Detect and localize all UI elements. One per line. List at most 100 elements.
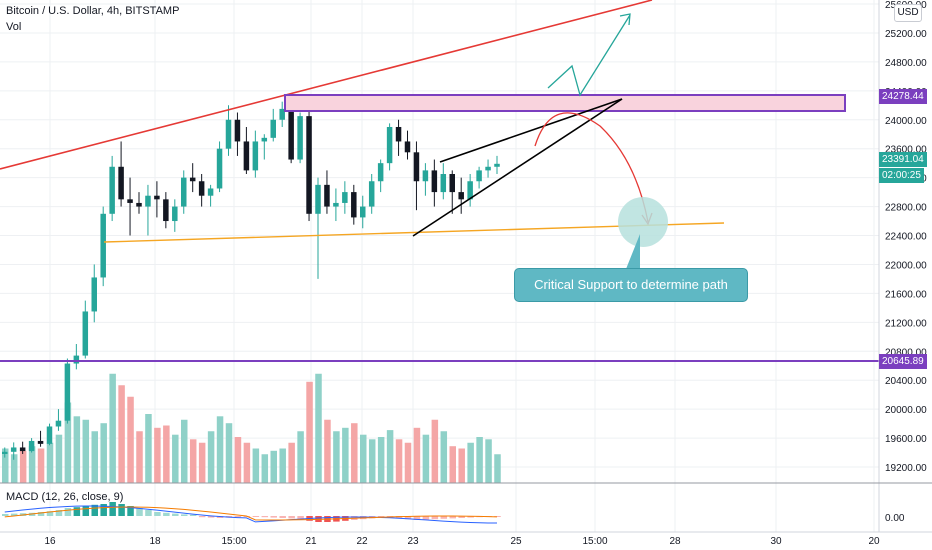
macd-bar — [449, 516, 456, 519]
candle-body[interactable] — [145, 195, 151, 207]
macd-bar — [207, 516, 215, 518]
candle-body[interactable] — [351, 192, 357, 218]
candle-body[interactable] — [118, 166, 124, 200]
volume-bar — [127, 396, 134, 483]
candle-body[interactable] — [386, 126, 393, 164]
rising-trendline[interactable] — [0, 0, 653, 170]
candle-body[interactable] — [431, 170, 438, 193]
candle-body[interactable] — [270, 119, 277, 138]
volume-bar — [163, 425, 170, 483]
candle-body[interactable] — [377, 163, 384, 182]
time-tick-label: 30 — [770, 536, 782, 547]
candle-body[interactable] — [252, 141, 259, 171]
candle-body[interactable] — [73, 355, 80, 364]
candle-body[interactable] — [458, 192, 464, 200]
macd-bar — [91, 504, 98, 516]
price-tick-label: 22400.00 — [885, 232, 927, 243]
candle-body[interactable] — [440, 174, 447, 193]
candle-body[interactable] — [189, 177, 196, 182]
macd-bar — [234, 516, 242, 518]
macd-bar — [422, 516, 430, 520]
volume-bar — [413, 427, 421, 483]
candle-body[interactable] — [422, 170, 429, 182]
volume-bar — [145, 414, 152, 483]
volume-bar — [368, 439, 376, 483]
volume-bar — [91, 431, 98, 483]
candle-body[interactable] — [297, 116, 303, 160]
macd-signal-line — [4, 506, 498, 521]
candle-body[interactable] — [485, 166, 491, 171]
wedge-lower-line[interactable] — [412, 98, 623, 237]
volume-bars — [2, 373, 501, 483]
macd-bar — [163, 512, 170, 516]
macd-bar — [82, 506, 90, 516]
candle-body[interactable] — [109, 166, 115, 214]
candle-body[interactable] — [55, 420, 62, 427]
candle-body[interactable] — [279, 108, 285, 120]
candle-body[interactable] — [46, 426, 53, 444]
candle-body[interactable] — [10, 447, 17, 452]
candle-body[interactable] — [198, 181, 205, 196]
wedge-upper-line[interactable] — [439, 98, 623, 163]
candle-body[interactable] — [306, 116, 312, 214]
candle-body[interactable] — [261, 137, 268, 142]
candle-body[interactable] — [154, 195, 160, 200]
chart-grid — [0, 0, 879, 532]
volume-bar — [342, 427, 349, 483]
candle-body[interactable] — [288, 108, 294, 160]
candle-body[interactable] — [360, 206, 366, 218]
candle-body[interactable] — [91, 277, 98, 312]
candle-body[interactable] — [413, 152, 420, 182]
candle-body[interactable] — [342, 192, 348, 203]
resistance-zone[interactable] — [284, 94, 846, 112]
candle-body[interactable] — [19, 447, 26, 452]
candle-body[interactable] — [467, 181, 473, 200]
candle-body[interactable] — [2, 451, 8, 454]
macd-bar — [10, 513, 18, 516]
candle-body[interactable] — [404, 141, 411, 153]
candle-body[interactable] — [181, 177, 187, 207]
macd-bar — [2, 514, 9, 516]
candle-body[interactable] — [324, 184, 330, 207]
candle-body[interactable] — [207, 188, 214, 196]
bullish-path-arrow[interactable] — [547, 14, 631, 97]
price-axis: 25600.0025200.0024800.0024400.0024000.00… — [885, 0, 927, 524]
candle-body[interactable] — [127, 199, 133, 203]
candle-body[interactable] — [395, 126, 402, 142]
volume-bar — [37, 448, 45, 483]
macd-bar — [145, 510, 152, 516]
macd-bar — [279, 516, 286, 518]
volume-bar — [315, 373, 322, 483]
candle-body[interactable] — [243, 141, 250, 171]
candle-body[interactable] — [216, 148, 223, 189]
bearish-path-arrow[interactable] — [534, 112, 649, 223]
volume-bar — [270, 450, 277, 483]
candle-body[interactable] — [136, 202, 142, 207]
candle-body[interactable] — [225, 119, 232, 149]
candle-body[interactable] — [476, 170, 482, 182]
support-callout[interactable]: Critical Support to determine path — [514, 268, 748, 302]
candle-body[interactable] — [494, 163, 500, 167]
candle-body[interactable] — [64, 363, 71, 421]
candle-body[interactable] — [82, 311, 89, 356]
volume-bar — [324, 419, 331, 483]
volume-label: Vol — [6, 21, 22, 33]
candle-body[interactable] — [37, 440, 44, 444]
macd-bar — [440, 516, 448, 519]
currency-button[interactable]: USD — [894, 4, 922, 22]
price-tick-label: 20000.00 — [885, 405, 927, 416]
macd-bar — [297, 516, 304, 520]
candle-body[interactable] — [172, 206, 178, 222]
volume-bar — [440, 431, 448, 483]
candle-body[interactable] — [449, 174, 456, 193]
candle-body[interactable] — [28, 440, 35, 452]
candle-body[interactable] — [333, 202, 339, 207]
target-circle[interactable] — [618, 197, 668, 247]
price-tick-label: 21600.00 — [885, 289, 927, 300]
candle-body[interactable] — [234, 119, 241, 142]
candle-body[interactable] — [163, 199, 169, 222]
candle-body[interactable] — [315, 184, 321, 214]
candle-body[interactable] — [100, 213, 106, 278]
candle-body[interactable] — [368, 181, 375, 207]
